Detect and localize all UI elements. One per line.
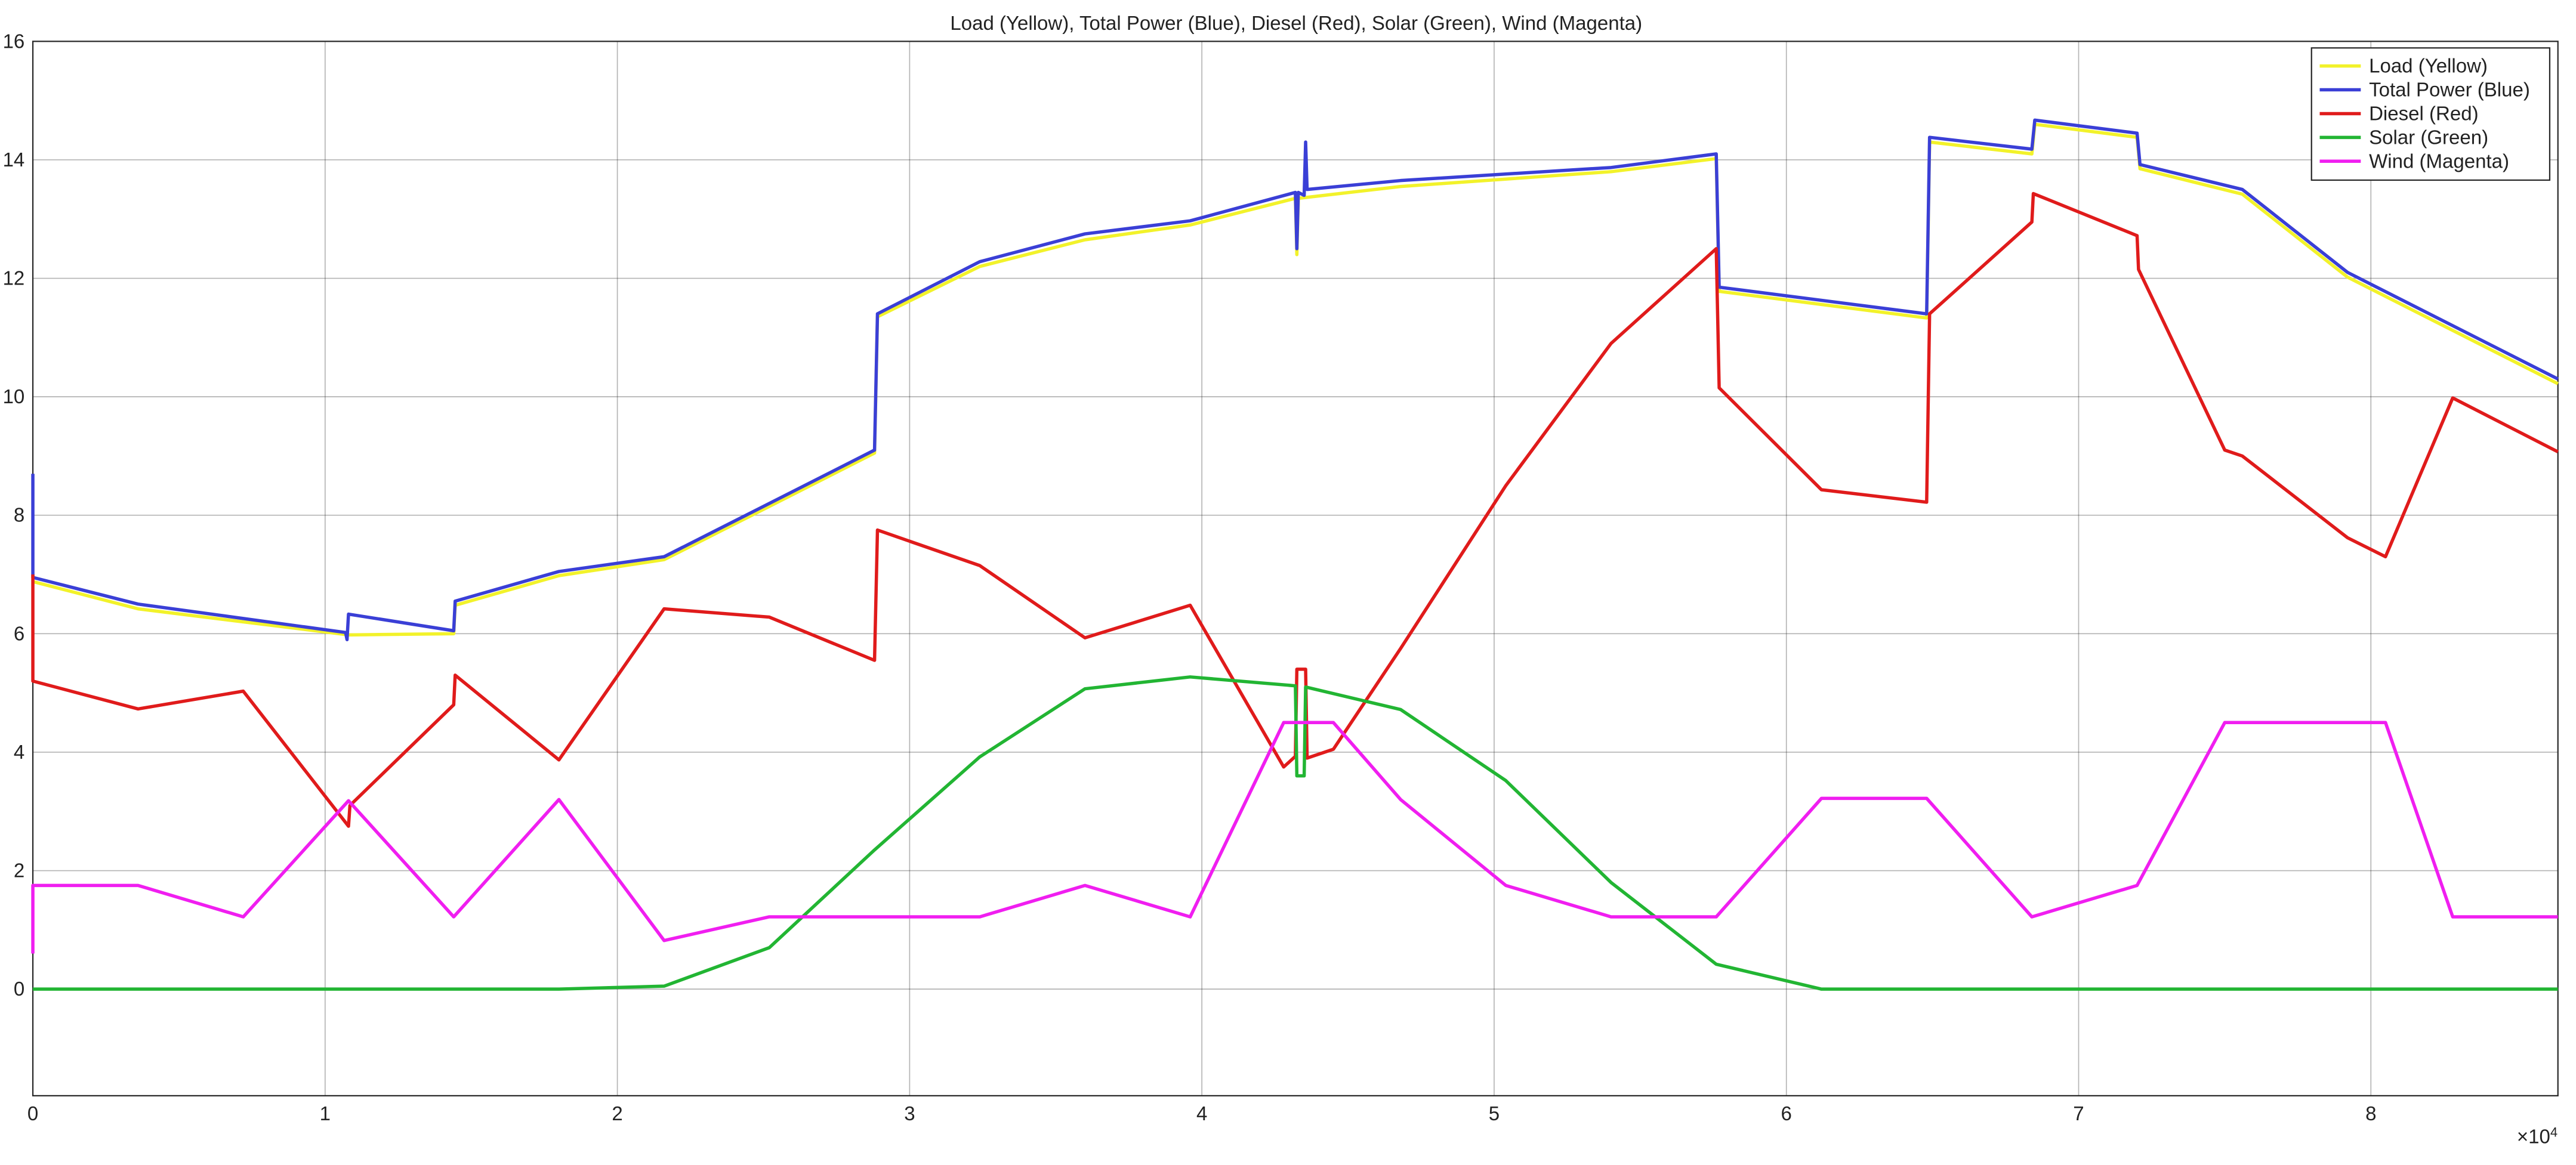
y-tick-label: 4 xyxy=(14,741,24,763)
y-tick-label: 14 xyxy=(3,149,25,171)
y-tick-label: 6 xyxy=(14,622,24,644)
x-tick-label: 8 xyxy=(2365,1102,2376,1124)
legend-label: Wind (Magenta) xyxy=(2369,150,2509,172)
x-tick-label: 7 xyxy=(2073,1102,2084,1124)
chart-title: Load (Yellow), Total Power (Blue), Diese… xyxy=(950,12,1642,34)
legend-label: Load (Yellow) xyxy=(2369,55,2488,77)
y-tick-label: 12 xyxy=(3,267,25,289)
y-tick-label: 10 xyxy=(3,385,25,407)
legend-label: Diesel (Red) xyxy=(2369,102,2478,124)
x-tick-label: 4 xyxy=(1196,1102,1207,1124)
x-exponent-power: 4 xyxy=(2550,1125,2558,1140)
x-tick-label: 6 xyxy=(1781,1102,1792,1124)
x-tick-label: 2 xyxy=(612,1102,622,1124)
y-tick-label: 2 xyxy=(14,860,24,882)
series-line xyxy=(31,721,2558,954)
x-tick-label: 1 xyxy=(320,1102,331,1124)
y-tick-label: 0 xyxy=(14,978,24,1000)
y-tick-label: 16 xyxy=(3,30,25,52)
y-tick-label: 8 xyxy=(14,504,24,526)
legend-label: Total Power (Blue) xyxy=(2369,79,2530,101)
series-line xyxy=(31,118,2559,642)
series-line xyxy=(33,675,2558,991)
legend-label: Solar (Green) xyxy=(2369,126,2488,148)
x-tick-label: 0 xyxy=(27,1102,38,1124)
x-exponent: ×104 xyxy=(2517,1125,2558,1148)
x-exponent-base: ×10 xyxy=(2517,1126,2550,1148)
x-tick-label: 3 xyxy=(904,1102,915,1124)
x-tick-label: 5 xyxy=(1489,1102,1500,1124)
